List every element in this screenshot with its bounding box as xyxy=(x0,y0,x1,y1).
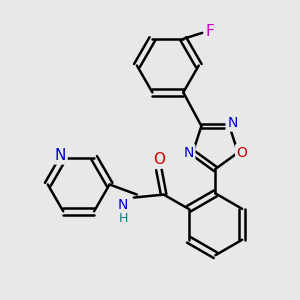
Text: O: O xyxy=(153,152,165,167)
Text: N: N xyxy=(55,148,66,163)
Text: H: H xyxy=(118,212,128,226)
Text: N: N xyxy=(227,116,238,130)
Text: O: O xyxy=(237,146,248,160)
Text: F: F xyxy=(206,24,214,39)
Text: N: N xyxy=(118,198,128,212)
Text: N: N xyxy=(183,146,194,160)
